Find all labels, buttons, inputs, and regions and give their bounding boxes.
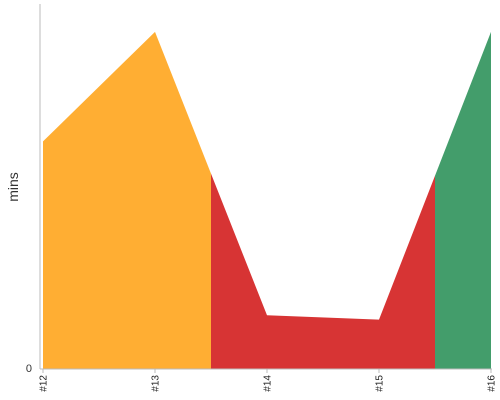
x-tick-label: #15 xyxy=(375,375,386,392)
y-axis-label: mins xyxy=(5,172,21,202)
x-tick-label: #16 xyxy=(487,375,498,392)
x-tick-label: #12 xyxy=(39,375,50,392)
area-series-group xyxy=(43,31,491,370)
y-tick-label: 0 xyxy=(26,363,32,375)
area-segment-2 xyxy=(211,173,435,369)
x-ticks-group: #12 #13 #14 #15 #16 xyxy=(39,369,498,392)
x-tick-label: #14 xyxy=(263,375,274,392)
x-tick-label: #13 xyxy=(151,375,162,392)
area-segment-3 xyxy=(435,31,491,370)
area-segment-1 xyxy=(43,31,211,370)
